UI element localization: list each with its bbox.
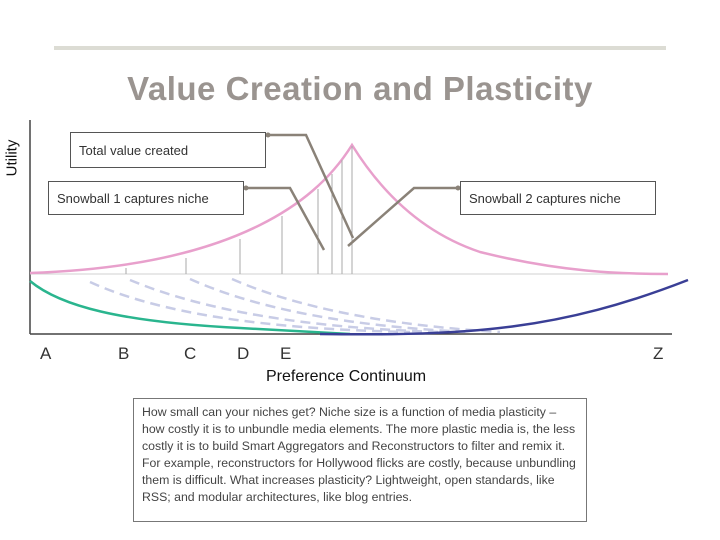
snowball-2-callout: Snowball 2 captures niche [460,181,656,215]
total-value-callout-text: Total value created [79,142,189,158]
snowball-2-curve [319,278,689,336]
intermediate-curve-c [129,278,441,334]
explanatory-note: How small can your niches get? Niche siz… [133,398,587,522]
total-value-leader-dot [265,132,271,138]
snowball-1-callout: Snowball 1 captures niche [48,181,244,215]
diagram-title: Value Creation and Plasticity [127,70,593,107]
x-tick-label-c: C [184,344,197,363]
x-tick-label-a: A [40,344,52,363]
snowball-1-leader-dot [243,185,249,191]
x-tick-label-d: D [237,344,250,363]
top-rule [54,46,666,50]
snowball-1-callout-text: Snowball 1 captures niche [57,190,209,206]
x-tick-label-b: B [118,344,130,363]
x-axis-label: Preference Continuum [266,368,427,385]
intermediate-curve-b [89,280,411,334]
intermediate-curve-e [231,277,501,334]
x-tick-label-z: Z [653,344,664,363]
snowball-1-leader [246,186,326,251]
total-value-callout: Total value created [70,132,266,168]
intermediate-curve-d [189,277,471,334]
total-value-curve [29,142,669,276]
snowball-1-curve [29,280,351,336]
total-value-leader [268,133,355,239]
x-tick-label-e: E [280,344,292,363]
snowball-2-callout-text: Snowball 2 captures niche [469,190,621,206]
snowball-2-leader-dot [455,185,461,191]
snowball-2-leader [347,186,458,247]
